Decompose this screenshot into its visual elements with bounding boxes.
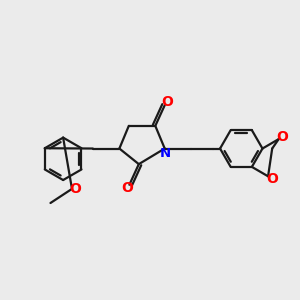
Text: O: O [161,95,173,109]
Text: O: O [266,172,278,186]
Text: O: O [69,182,81,196]
Text: O: O [121,181,133,195]
Text: N: N [160,147,171,160]
Text: O: O [277,130,288,144]
